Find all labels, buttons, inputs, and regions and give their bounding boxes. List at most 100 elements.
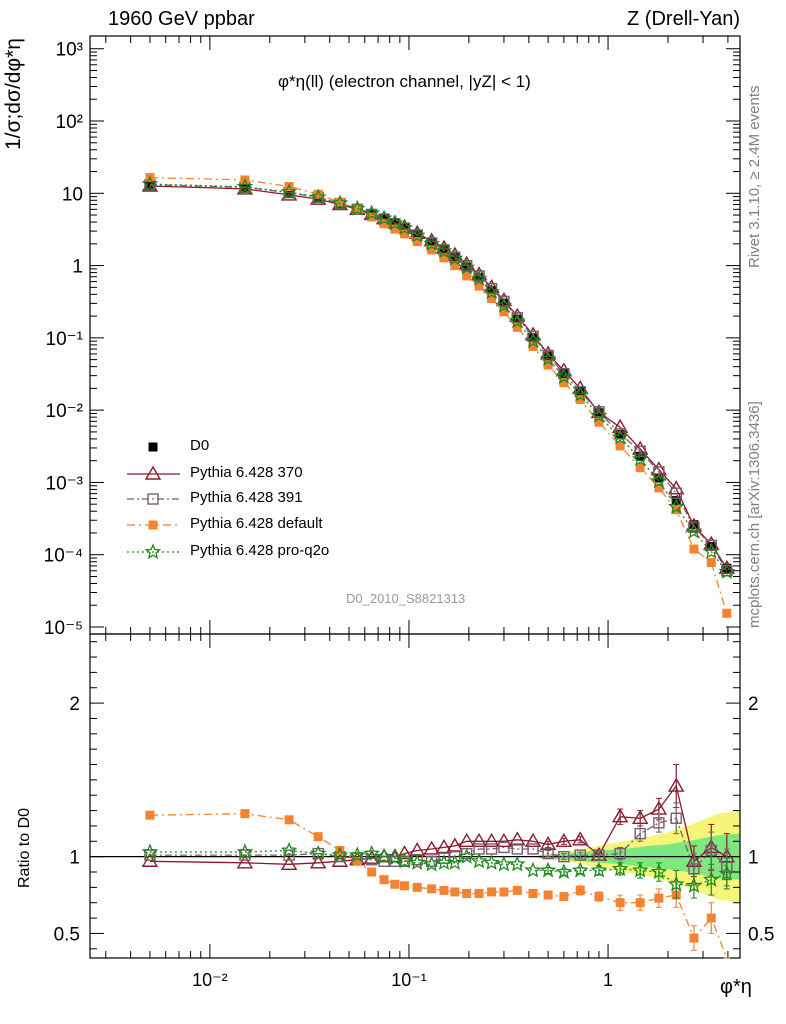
ratio-point (378, 855, 390, 867)
ratio-point (331, 846, 349, 863)
ratio-tick-label-right: 2 (748, 694, 759, 715)
data-point (390, 224, 400, 234)
legend-marker (144, 543, 162, 560)
data-point (634, 445, 646, 457)
x-axis-label: φ*η (720, 976, 752, 998)
data-point (667, 498, 685, 514)
ratio-point (654, 893, 664, 903)
legend-entry-d0: D0 (190, 437, 210, 454)
y-tick-label: 1 (72, 257, 83, 278)
data-point (706, 558, 716, 568)
ratio-point (446, 837, 464, 852)
series-d0 (145, 180, 732, 573)
header-energy: 1960 GeV ppbar (108, 8, 255, 30)
data-point (446, 249, 464, 266)
legend-marker (148, 442, 158, 452)
ratio-point (236, 843, 254, 860)
ratio-point (375, 847, 393, 864)
ratio-point (498, 841, 510, 854)
ratio-point (458, 832, 475, 847)
data-point (483, 278, 500, 294)
ratio-point (667, 875, 685, 892)
ratio-series-pythia-6-428-pro-q2o (141, 841, 736, 899)
ratio-tick-label-right: 1 (748, 848, 759, 869)
data-point (654, 473, 664, 483)
mcplots-label: mcplots.cern.ch [arXiv:1306.3436] (746, 401, 763, 628)
data-point (450, 261, 460, 271)
data-point (483, 283, 500, 300)
ratio-point (512, 885, 522, 895)
y-tick-label: 10 (62, 184, 83, 205)
data-point (722, 608, 732, 618)
data-point (435, 239, 453, 254)
ratio-point (474, 889, 484, 899)
ratio-point (145, 810, 155, 820)
ratio-point (590, 861, 608, 878)
legend-entry-pythia-6-428-391: Pythia 6.428 391 (190, 489, 303, 506)
legend-marker (147, 493, 159, 505)
ratio-point (634, 827, 646, 840)
legend-marker (144, 465, 162, 480)
ratio-point (555, 832, 573, 847)
data-point (527, 330, 539, 343)
y-tick-label: 10⁻⁴ (44, 546, 83, 567)
legend (127, 442, 180, 560)
data-point (498, 295, 510, 308)
ratio-point (703, 870, 720, 887)
data-point (689, 544, 699, 554)
ratio-point (284, 815, 294, 825)
data-point (631, 450, 649, 467)
ratio-point (670, 812, 682, 824)
data-point (495, 291, 513, 307)
ratio-point (435, 839, 453, 854)
legend-entry-pythia-6-428-default: Pythia 6.428 default (190, 515, 323, 532)
ratio-point (313, 832, 323, 842)
data-point (555, 368, 573, 384)
y-tick-label: 10⁻² (46, 401, 84, 422)
data-point (631, 440, 649, 455)
data-point (309, 188, 327, 205)
data-point (705, 539, 717, 551)
ratio-point (543, 890, 553, 900)
plot-title: φ*η(ll) (electron channel, |yZ| < 1) (278, 72, 531, 91)
ratio-point (499, 887, 509, 897)
data-point (396, 219, 413, 236)
data-point (400, 229, 410, 239)
ratio-point (141, 843, 159, 860)
ratio-point (559, 892, 569, 902)
data-point (722, 563, 732, 573)
ratio-frame (89, 633, 741, 959)
data-point (335, 197, 345, 207)
ratio-point (349, 846, 366, 863)
data-point (352, 204, 362, 214)
data-point (470, 269, 488, 286)
data-point (499, 298, 509, 308)
data-point (685, 522, 703, 539)
data-point (439, 253, 449, 263)
ratio-point (631, 861, 649, 878)
data-point (487, 286, 497, 296)
ratio-tick-label: 0.5 (54, 924, 80, 945)
ratio-point (689, 933, 699, 943)
ratio-point (653, 817, 665, 829)
data-point (379, 219, 389, 229)
y-axis-label-main: 1/σ;dσ/dφ*η (2, 38, 25, 150)
ratio-point (487, 887, 497, 897)
legend-entry-pythia-6-428-370: Pythia 6.428 370 (190, 464, 303, 481)
data-point (462, 271, 472, 281)
data-point (528, 333, 538, 343)
data-point (650, 472, 668, 489)
data-point (685, 517, 703, 532)
ratio-point (458, 847, 475, 864)
ratio-point (379, 875, 389, 885)
ratio-point (412, 882, 422, 892)
data-point (524, 326, 542, 341)
analysis-id: D0_2010_S8821313 (346, 591, 466, 606)
ratio-point (280, 841, 298, 858)
data-point (280, 183, 298, 200)
ratio-point (367, 867, 377, 877)
y-axis-label-ratio: Ratio to D0 (16, 807, 33, 888)
ratio-point (509, 831, 526, 846)
ratio-point (352, 856, 362, 866)
